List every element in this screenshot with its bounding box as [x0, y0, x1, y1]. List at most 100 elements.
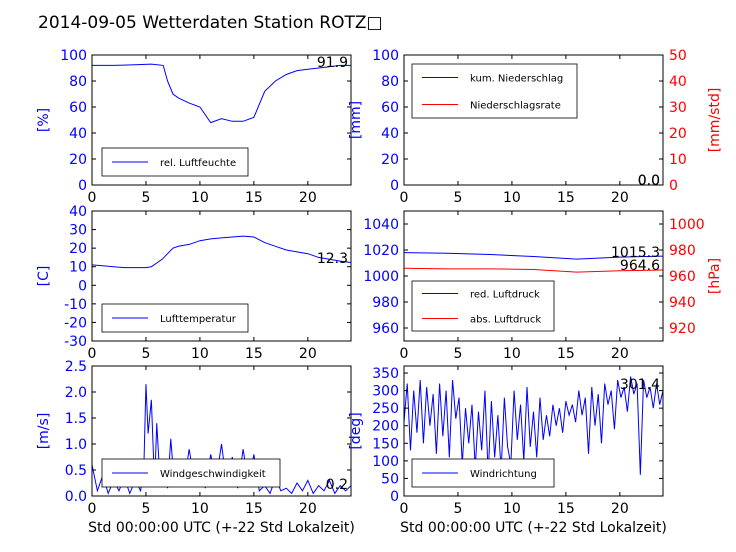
legend-box	[411, 280, 555, 332]
legend-wind: Windgeschwindigkeit	[101, 458, 281, 488]
x-tick-label: 0	[400, 501, 409, 517]
x-tick-label: 0	[88, 190, 97, 206]
x-tick-label: 15	[245, 501, 263, 517]
current-value-label: 12.3	[317, 251, 348, 267]
y-tick-label: 100	[60, 48, 87, 64]
x-tick-label: 20	[299, 346, 317, 362]
y-tick-label: 1020	[363, 243, 399, 259]
y-tick-label: 2.5	[65, 359, 87, 375]
y-tick-label: 1.5	[65, 411, 87, 427]
plot-frame	[91, 54, 352, 186]
y-axis-label: [deg]	[348, 412, 364, 449]
y-tick-label: -10	[64, 297, 87, 313]
x-axis-label: Std 00:00:00 UTC (+-22 Std Lokalzeit)	[400, 520, 667, 536]
legend-box	[411, 63, 578, 119]
y-tick-label: 0	[390, 178, 399, 194]
y-tick-label: 60	[69, 100, 87, 116]
legend-pressure: red. Luftdruck abs. Luftdruck	[411, 280, 555, 332]
y-tick-label: 20	[69, 241, 87, 257]
y-tick-label: 80	[381, 74, 399, 90]
y-axis-label: [mm]	[348, 101, 364, 139]
legend-entry: abs. Luftdruck	[470, 315, 541, 326]
y-tick-label: -20	[64, 315, 87, 331]
y-tick-label: 40	[69, 204, 87, 220]
x-tick-label: 10	[191, 346, 209, 362]
y-tick-label: 20	[69, 152, 87, 168]
x-tick-label: 20	[299, 501, 317, 517]
series-line-pressure-0	[403, 252, 664, 260]
y-tick-label: 0.0	[65, 489, 87, 505]
legend-entry: Lufttemperatur	[160, 314, 237, 325]
panel-pressure: 0 5 10 15 20 960 980 1000 1020 1040 920 940 960 980 10…	[363, 210, 723, 362]
x-tick-label: 20	[299, 190, 317, 206]
y-tick-label: 80	[69, 74, 87, 90]
x-tick-label: 0	[88, 346, 97, 362]
x-tick-label: 0	[88, 501, 97, 517]
legend-entry: rel. Luftfeuchte	[160, 158, 236, 169]
x-tick-label: 20	[611, 501, 629, 517]
x-tick-label: 20	[611, 346, 629, 362]
legend-temp: Lufttemperatur	[101, 303, 249, 333]
legend-entry: red. Luftdruck	[470, 290, 540, 301]
x-tick-label: 5	[141, 190, 150, 206]
y-tick-label: 30	[69, 223, 87, 239]
legend-entry: kum. Niederschlag	[470, 74, 563, 85]
y-right-tick-label: 1000	[669, 217, 705, 233]
legend-entry: Windgeschwindigkeit	[160, 469, 266, 480]
x-tick-label: 10	[191, 501, 209, 517]
figure-title: 2014-09-05 Wetterdaten Station ROTZ□	[38, 13, 383, 33]
current-value-label: 301.4	[620, 377, 660, 393]
x-tick-label: 5	[453, 346, 462, 362]
y-tick-label: 20	[381, 152, 399, 168]
x-tick-label: 5	[453, 190, 462, 206]
current-value-label-2: 964.6	[620, 258, 660, 274]
y-tick-label: 250	[372, 401, 399, 417]
y-axis-label-right: [hPa]	[707, 258, 723, 294]
x-tick-label: 20	[611, 190, 629, 206]
x-tick-label: 0	[400, 346, 409, 362]
y-right-tick-label: 20	[669, 126, 687, 142]
legend-winddir: Windrichtung	[411, 458, 555, 488]
legend-entry: Niederschlagsrate	[470, 101, 561, 112]
y-right-tick-label: 10	[669, 152, 687, 168]
y-right-tick-label: 0	[669, 178, 678, 194]
y-tick-label: 0	[78, 178, 87, 194]
plot-frame	[403, 365, 664, 497]
plot-frame	[403, 54, 664, 186]
y-axis-label: [m/s]	[36, 413, 52, 450]
x-tick-label: 10	[503, 501, 521, 517]
y-tick-label: 0	[390, 489, 399, 505]
series-line-temp-0	[91, 235, 352, 269]
x-axis-label: Std 00:00:00 UTC (+-22 Std Lokalzeit)	[88, 520, 355, 536]
y-tick-label: -30	[64, 334, 87, 350]
y-right-tick-label: 940	[669, 295, 696, 311]
y-right-tick-label: 50	[669, 48, 687, 64]
plot-frame	[91, 365, 352, 497]
panel-humidity: 0 5 10 15 20 0 20 40 60 80 100 [%] rel. Luftfeuchte 9…	[36, 48, 352, 206]
y-tick-label: 200	[372, 419, 399, 435]
current-value-label: 91.9	[317, 55, 348, 71]
series-line-pressure-1	[403, 267, 664, 273]
x-tick-label: 15	[557, 346, 575, 362]
current-value-label-2: 0.0	[638, 173, 660, 189]
series-line-winddir-0	[403, 376, 664, 475]
y-tick-label: 1000	[363, 269, 399, 285]
y-tick-label: 10	[69, 260, 87, 276]
current-value-label: 0.2	[326, 477, 348, 493]
plot-frame	[91, 210, 352, 342]
y-tick-label: 0.5	[65, 463, 87, 479]
x-tick-label: 10	[503, 190, 521, 206]
y-right-tick-label: 30	[669, 100, 687, 116]
y-tick-label: 100	[372, 48, 399, 64]
y-tick-label: 1.0	[65, 437, 87, 453]
y-tick-label: 150	[372, 436, 399, 452]
x-tick-label: 0	[400, 190, 409, 206]
x-tick-label: 5	[453, 501, 462, 517]
x-tick-label: 15	[245, 190, 263, 206]
x-tick-label: 15	[557, 190, 575, 206]
legend-humidity: rel. Luftfeuchte	[101, 147, 249, 177]
y-tick-label: 350	[372, 366, 399, 382]
panel-temp: 0 5 10 15 20 -30 -20 -10 0 10 20 30 40 [C] Lufttempera…	[36, 204, 352, 362]
panel-wind: 0 5 10 15 20 0.0 0.5 1.0 1.5 2.0 2.5 [m/s] Std 00:00…	[36, 359, 355, 536]
